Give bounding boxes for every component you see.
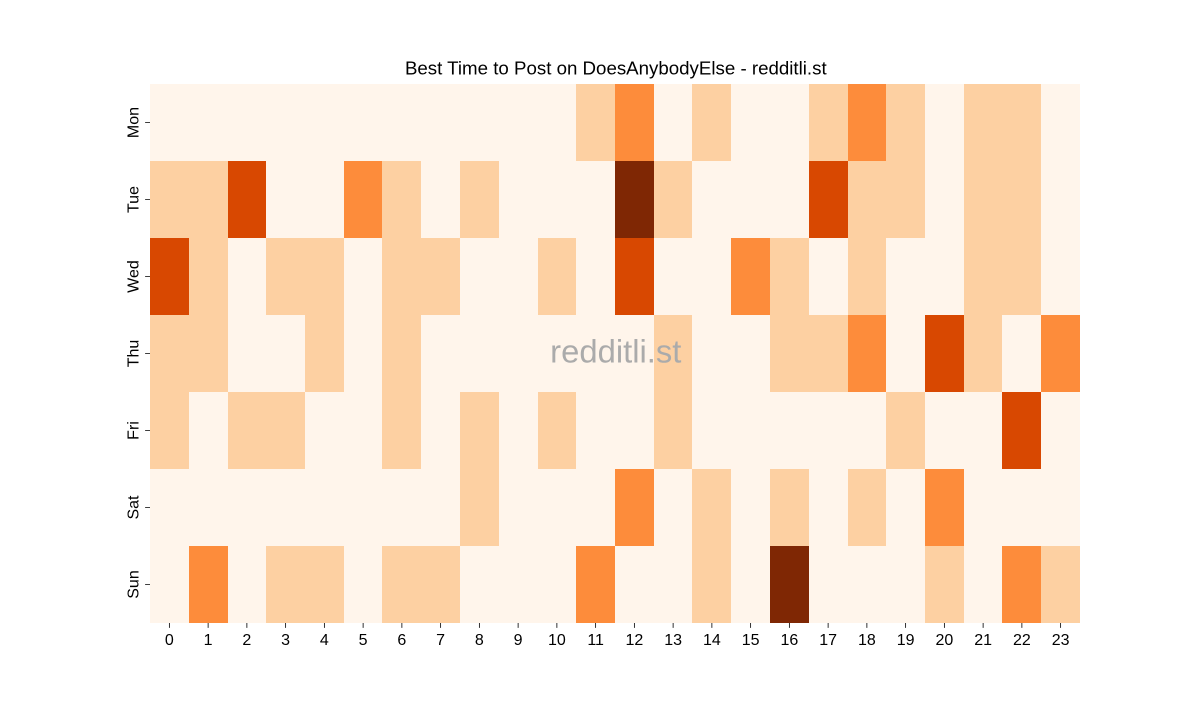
svg-text:10: 10 bbox=[548, 632, 566, 649]
svg-text:Best Time to Post on DoesAnybo: Best Time to Post on DoesAnybodyElse - r… bbox=[405, 57, 828, 78]
svg-text:16: 16 bbox=[780, 632, 798, 649]
svg-text:Sat: Sat bbox=[126, 495, 143, 520]
svg-text:0: 0 bbox=[165, 632, 174, 649]
svg-text:3: 3 bbox=[281, 632, 290, 649]
svg-text:Fri: Fri bbox=[126, 421, 143, 440]
svg-text:2: 2 bbox=[242, 632, 251, 649]
svg-text:9: 9 bbox=[514, 632, 523, 649]
svg-text:redditli.st: redditli.st bbox=[550, 333, 681, 370]
svg-text:18: 18 bbox=[858, 632, 876, 649]
svg-text:14: 14 bbox=[703, 632, 721, 649]
svg-text:21: 21 bbox=[974, 632, 992, 649]
svg-text:12: 12 bbox=[625, 632, 643, 649]
svg-text:15: 15 bbox=[742, 632, 760, 649]
svg-text:Tue: Tue bbox=[126, 186, 143, 213]
svg-text:23: 23 bbox=[1052, 632, 1070, 649]
svg-text:11: 11 bbox=[587, 632, 604, 649]
svg-text:Mon: Mon bbox=[126, 107, 143, 138]
svg-text:19: 19 bbox=[897, 632, 915, 649]
svg-text:22: 22 bbox=[1013, 632, 1031, 649]
svg-text:13: 13 bbox=[664, 632, 682, 649]
svg-text:1: 1 bbox=[204, 632, 213, 649]
svg-text:8: 8 bbox=[475, 632, 484, 649]
svg-text:20: 20 bbox=[935, 632, 953, 649]
svg-text:Wed: Wed bbox=[126, 260, 143, 293]
svg-text:6: 6 bbox=[397, 632, 406, 649]
svg-text:7: 7 bbox=[436, 632, 445, 649]
svg-text:17: 17 bbox=[819, 632, 837, 649]
svg-text:4: 4 bbox=[320, 632, 329, 649]
svg-text:Thu: Thu bbox=[126, 340, 143, 368]
svg-text:5: 5 bbox=[359, 632, 368, 649]
svg-text:Sun: Sun bbox=[126, 570, 143, 598]
